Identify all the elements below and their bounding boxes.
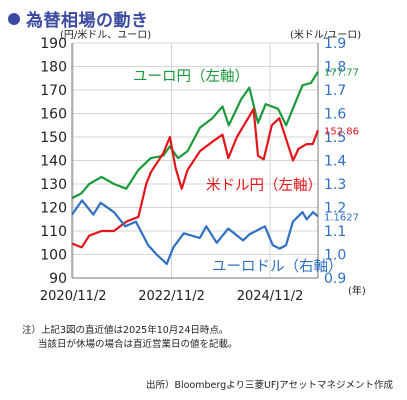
note-line-1: 注）上記3図の直近値は2025年10月24日時点。 [22,325,229,336]
left-tick-label: 180 [40,60,67,76]
right-tick-label: 1.0 [324,248,346,264]
end-value-label: 177.77 [324,68,359,79]
left-tick-label: 130 [40,177,67,193]
left-tick-label: 110 [40,224,67,240]
right-tick-label: 1.6 [324,107,346,123]
left-tick-label: 170 [40,83,67,99]
right-tick-label: 1.5 [324,130,346,146]
right-tick-label: 1.9 [324,36,346,52]
left-tick-label: 90 [49,271,67,287]
right-tick-label: 1.3 [324,177,346,193]
right-tick-label: 1.2 [324,201,346,217]
source-note: 出所）Bloombergより三菱UFJアセットマネジメント作成 [145,380,393,391]
chart-title: 為替相場の動き [26,11,149,31]
series-annotation: ユーロドル（右軸） [212,258,343,275]
series-line-2 [71,107,320,249]
title-bullet-icon [8,12,20,25]
left-tick-label: 140 [40,154,67,170]
left-tick-label: 120 [40,201,67,217]
end-value-label: 152.86 [324,126,359,137]
x-tick-label: 2024/11/2 [237,289,304,304]
left-tick-label: 100 [40,248,67,264]
right-axis-label: (米ドル/ユーロ) [290,28,361,41]
title-row: 為替相場の動き [8,6,149,31]
left-tick-label: 150 [40,130,67,146]
note-line-2: 当該日が休場の場合は直近営業日の値を記載。 [38,339,238,350]
right-tick-label: 1.7 [324,83,346,99]
series-annotation: ユーロ円（左軸） [133,68,249,85]
series-line-3 [71,199,319,265]
right-tick-label: 1.1 [324,224,346,240]
x-tick-label: 2022/11/2 [138,289,205,304]
x-axis-unit: (年) [348,284,366,297]
x-tick-label: 2020/11/2 [40,289,107,304]
right-tick-label: 1.8 [324,60,346,76]
left-axis-label: (円/米ドル、ユーロ) [60,28,151,41]
left-tick-label: 190 [40,36,67,52]
left-tick-label: 160 [40,107,67,123]
series-annotation: 米ドル円（左軸） [206,177,322,194]
right-tick-label: 0.9 [324,271,346,287]
series-line-1 [71,71,319,200]
right-tick-label: 1.4 [324,154,346,170]
end-value-label: 1.1627 [324,212,359,223]
